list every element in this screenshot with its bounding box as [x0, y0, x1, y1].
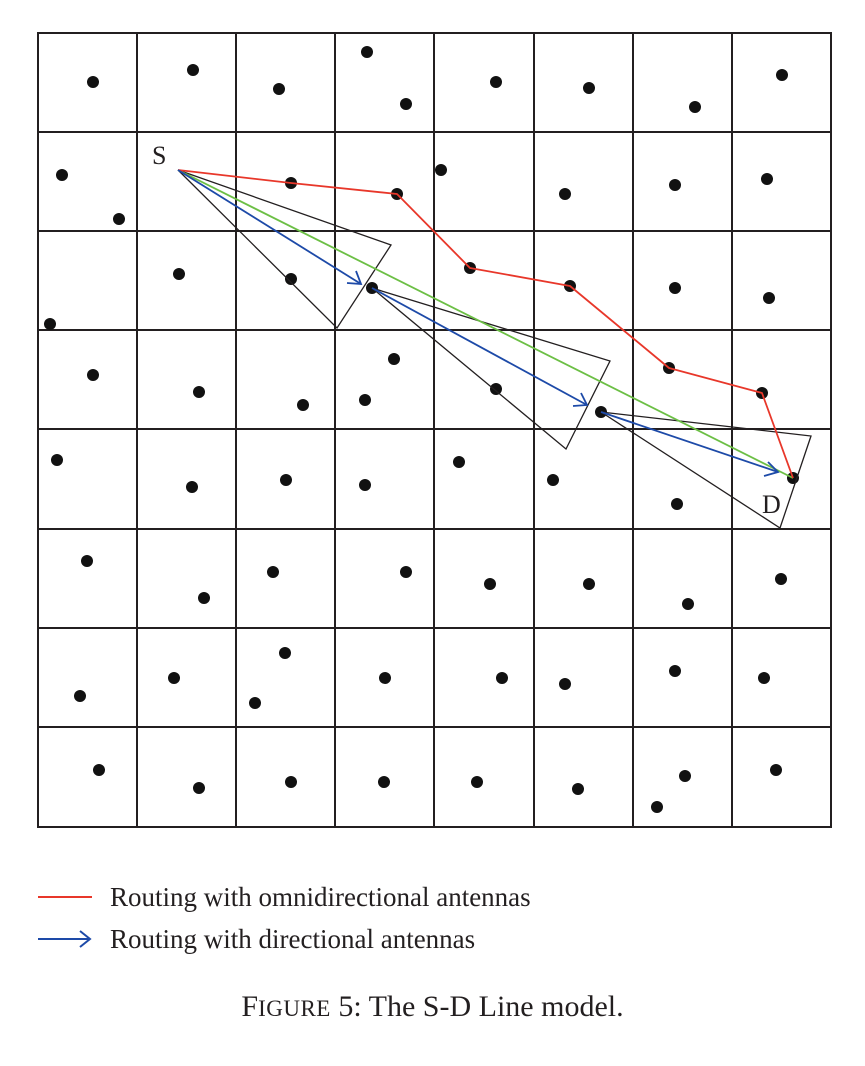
sensor-node: [285, 273, 297, 285]
blue-arrow-icon: [38, 930, 92, 948]
sensor-node: [361, 46, 373, 58]
sensor-node: [775, 573, 787, 585]
grid: [37, 32, 832, 828]
sensor-node: [87, 76, 99, 88]
sensor-node: [285, 776, 297, 788]
sensor-node: [669, 179, 681, 191]
sensor-node: [682, 598, 694, 610]
destination-label: D: [762, 490, 781, 519]
sensor-node: [267, 566, 279, 578]
sensor-node: [547, 474, 559, 486]
sensor-node: [379, 672, 391, 684]
sensor-node: [689, 101, 701, 113]
sensor-node: [193, 386, 205, 398]
arrowhead-icon: [346, 270, 363, 285]
omni-route: [177, 169, 794, 479]
sensor-node: [490, 383, 502, 395]
arrowhead-icon: [763, 461, 780, 477]
sensor-node: [273, 83, 285, 95]
sensor-node: [279, 647, 291, 659]
sd-line: [177, 169, 794, 479]
legend-directional-label: Routing with directional antennas: [110, 923, 476, 954]
antenna-sector: [177, 169, 392, 330]
sensor-node: [559, 188, 571, 200]
sensor-node: [435, 164, 447, 176]
arrowhead-icon: [572, 392, 589, 407]
sensor-node: [378, 776, 390, 788]
directional-hop: [371, 287, 588, 406]
sensor-node: [559, 678, 571, 690]
directional-route: [177, 169, 780, 477]
sensor-node: [186, 481, 198, 493]
sensor-node: [193, 782, 205, 794]
sensor-node: [770, 764, 782, 776]
sensor-node: [763, 292, 775, 304]
directional-hop: [600, 411, 779, 473]
source-label: S: [152, 141, 166, 170]
sensor-node: [198, 592, 210, 604]
sensor-node: [81, 555, 93, 567]
sensor-node: [490, 76, 502, 88]
legend-omni-label: Routing with omnidirectional antennas: [110, 881, 531, 912]
sensor-node: [669, 665, 681, 677]
sensor-node: [400, 98, 412, 110]
sensor-node: [113, 213, 125, 225]
red-line-icon: [38, 896, 92, 898]
sensor-node: [87, 369, 99, 381]
directional-hop: [177, 169, 362, 285]
sensor-node: [671, 498, 683, 510]
figure-caption: FIGURE 5: The S-D Line model.: [0, 990, 865, 1024]
sensor-node: [496, 672, 508, 684]
sensor-node: [758, 672, 770, 684]
sensor-node: [583, 82, 595, 94]
sensor-node: [669, 282, 681, 294]
sensor-node: [93, 764, 105, 776]
caption-label-rest: IGURE: [258, 996, 331, 1021]
sensor-node: [400, 566, 412, 578]
antenna-sectors: [177, 169, 812, 530]
sensor-node: [388, 353, 400, 365]
sensor-node: [453, 456, 465, 468]
sensor-node: [583, 578, 595, 590]
caption-number: 5:: [338, 990, 362, 1023]
sensor-node: [679, 770, 691, 782]
sensor-node: [484, 578, 496, 590]
legend-omni: Routing with omnidirectional antennas: [38, 879, 531, 915]
sensor-node: [471, 776, 483, 788]
sensor-node: [572, 783, 584, 795]
sensor-node: [280, 474, 292, 486]
legend-directional: Routing with directional antennas: [38, 921, 475, 957]
sensor-node: [651, 801, 663, 813]
sensor-node: [359, 479, 371, 491]
caption-label-initial: F: [241, 990, 259, 1023]
antenna-sector: [600, 411, 812, 530]
sensor-node: [776, 69, 788, 81]
sensor-node: [187, 64, 199, 76]
sensor-node: [56, 169, 68, 181]
caption-text: The S-D Line model.: [368, 990, 624, 1023]
nodes: [44, 46, 799, 813]
sensor-node: [173, 268, 185, 280]
sensor-node: [44, 318, 56, 330]
sensor-node: [359, 394, 371, 406]
sensor-node: [51, 454, 63, 466]
sensor-node: [297, 399, 309, 411]
sensor-node: [761, 173, 773, 185]
sensor-node: [168, 672, 180, 684]
sd-line-diagram: S D: [37, 32, 832, 828]
sensor-node: [249, 697, 261, 709]
sensor-node: [74, 690, 86, 702]
